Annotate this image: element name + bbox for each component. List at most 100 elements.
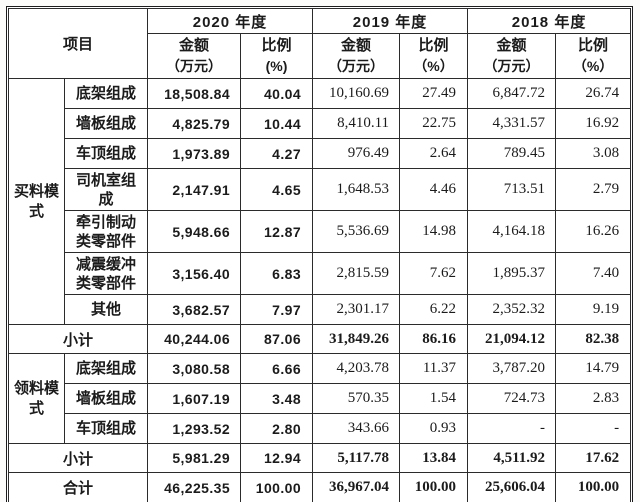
table-row: 买料模式 底架组成 18,508.84 40.04 10,160.69 27.49 6,84… bbox=[8, 78, 632, 325]
item-label-cell: 车顶组成 bbox=[63, 413, 149, 444]
ratio-cell: 27.49 bbox=[399, 78, 469, 109]
item-label-cell: 牵引制动类零部件 bbox=[63, 210, 149, 253]
year-header-2019: 2019 年度 bbox=[312, 8, 469, 34]
table-row: 墙板组成 1,607.19 3.48 570.35 1.54 724.73 2.83 bbox=[9, 383, 632, 414]
ratio-cell: 16.92 bbox=[555, 108, 632, 139]
ratio-cell: 100.00 bbox=[399, 472, 469, 502]
ratio-cell: 7.40 bbox=[555, 252, 632, 295]
group-label-cell: 领料模式 bbox=[8, 353, 65, 444]
header-row-years: 项目 2020 年度 2019 年度 2018 年度 bbox=[7, 8, 632, 79]
amount-cell: 18,508.84 bbox=[147, 78, 242, 109]
ratio-cell: 17.62 bbox=[555, 443, 632, 473]
ratio-cell: 0.93 bbox=[399, 413, 469, 444]
amount-cell: 1,895.37 bbox=[467, 252, 557, 295]
amount-cell: 1,973.89 bbox=[147, 138, 242, 169]
amount-cell: 4,825.79 bbox=[147, 108, 242, 139]
amount-header-line2: （万元） bbox=[328, 58, 385, 74]
total-row: 合计 46,225.35 100.00 36,967.04 100.00 25,606.0… bbox=[7, 472, 632, 502]
amount-cell: 3,156.40 bbox=[147, 252, 242, 295]
year-header-2020: 2020 年度 bbox=[147, 8, 314, 34]
ratio-cell: 13.84 bbox=[399, 443, 469, 473]
ratio-cell: 16.26 bbox=[555, 210, 632, 253]
item-header-cell: 项目 bbox=[7, 8, 149, 79]
amount-cell: 31,849.26 bbox=[312, 324, 401, 354]
subtotal-label-cell: 小计 bbox=[7, 324, 149, 354]
amount-cell: 36,967.04 bbox=[312, 472, 401, 502]
amount-cell: 713.51 bbox=[467, 168, 557, 211]
ratio-cell: 22.75 bbox=[399, 108, 469, 139]
amount-cell: 4,331.57 bbox=[467, 108, 557, 139]
ratio-cell: 3.48 bbox=[240, 383, 314, 414]
amount-cell: 2,147.91 bbox=[147, 168, 242, 211]
table-row: 牵引制动类零部件 5,948.66 12.87 5,536.69 14.98 4,164.… bbox=[9, 210, 632, 253]
item-label-cell: 司机室组成 bbox=[63, 168, 149, 211]
subtotal-label-cell: 小计 bbox=[7, 443, 149, 473]
amount-header-2019: 金额 （万元） bbox=[312, 33, 401, 79]
item-label-cell: 其他 bbox=[63, 294, 149, 325]
ratio-cell: 82.38 bbox=[555, 324, 632, 354]
amount-header-line2: （万元） bbox=[483, 58, 540, 74]
ratio-cell: 26.74 bbox=[555, 78, 632, 109]
ratio-cell: 6.83 bbox=[240, 252, 314, 295]
ratio-cell: 11.37 bbox=[399, 353, 469, 384]
ratio-cell: 10.44 bbox=[240, 108, 314, 139]
amount-cell: 6,847.72 bbox=[467, 78, 557, 109]
amount-header-2020: 金额 （万元） bbox=[147, 33, 242, 79]
ratio-header-2019: 比例 （%） bbox=[399, 33, 469, 79]
ratio-cell: 7.62 bbox=[399, 252, 469, 295]
amount-cell: 10,160.69 bbox=[312, 78, 401, 109]
amount-cell: 46,225.35 bbox=[147, 472, 242, 502]
amount-cell: 976.49 bbox=[312, 138, 401, 169]
item-label-cell: 墙板组成 bbox=[63, 108, 149, 139]
amount-cell: 4,164.18 bbox=[467, 210, 557, 253]
amount-cell: 343.66 bbox=[312, 413, 401, 444]
ratio-cell: 87.06 bbox=[240, 324, 314, 354]
amount-cell: 724.73 bbox=[467, 383, 557, 414]
amount-cell: 4,203.78 bbox=[312, 353, 401, 384]
ratio-cell: 100.00 bbox=[555, 472, 632, 502]
ratio-cell: 12.87 bbox=[240, 210, 314, 253]
item-label-cell: 底架组成 bbox=[63, 78, 149, 109]
ratio-cell: 2.80 bbox=[240, 413, 314, 444]
table-row: 其他 3,682.57 7.97 2,301.17 6.22 2,352.32 9.19 bbox=[9, 294, 632, 325]
ratio-header-line1: 比例 bbox=[578, 37, 609, 54]
ratio-cell: 14.98 bbox=[399, 210, 469, 253]
amount-cell: 25,606.04 bbox=[467, 472, 557, 502]
ratio-header-2018: 比例 （%） bbox=[555, 33, 632, 79]
item-label-cell: 减震缓冲类零部件 bbox=[63, 252, 149, 295]
ratio-cell: 9.19 bbox=[555, 294, 632, 325]
amount-cell: 5,536.69 bbox=[312, 210, 401, 253]
amount-cell: 4,511.92 bbox=[467, 443, 557, 473]
amount-cell: 40,244.06 bbox=[147, 324, 242, 354]
group-label-cell: 买料模式 bbox=[8, 78, 65, 325]
table-row: 车顶组成 1,293.52 2.80 343.66 0.93- - bbox=[9, 413, 632, 444]
ratio-cell: 86.16 bbox=[399, 324, 469, 354]
table-row: 减震缓冲类零部件 3,156.40 6.83 2,815.59 7.62 1,895.37… bbox=[9, 252, 632, 295]
amount-cell: 5,117.78 bbox=[312, 443, 401, 473]
ratio-cell: 4.27 bbox=[240, 138, 314, 169]
ratio-cell: 7.97 bbox=[240, 294, 314, 325]
table-row: 墙板组成 4,825.79 10.44 8,410.11 22.75 4,331.57 16… bbox=[9, 108, 632, 139]
ratio-cell: 1.54 bbox=[399, 383, 469, 414]
header-row-measures: 金额 （万元） 比例 (%) 金额 （万元） 比例 （%） bbox=[9, 33, 632, 79]
ratio-cell: 2.64 bbox=[399, 138, 469, 169]
amount-cell: 8,410.11 bbox=[312, 108, 401, 139]
table-frame: 项目 2020 年度 2019 年度 2018 年度 金额 （万元） 比例 (%… bbox=[6, 6, 634, 502]
ratio-header-line2: （%） bbox=[572, 58, 614, 74]
ratio-cell: 12.94 bbox=[240, 443, 314, 473]
amount-cell: 21,094.12 bbox=[467, 324, 557, 354]
amount-header-line1: 金额 bbox=[496, 37, 527, 54]
subtotal-row: 小计 40,244.06 87.06 31,849.26 86.16 21,094.12 8… bbox=[7, 324, 632, 354]
ratio-cell: 6.66 bbox=[240, 353, 314, 384]
amount-header-line1: 金额 bbox=[179, 37, 210, 54]
item-label-cell: 底架组成 bbox=[63, 353, 149, 384]
amount-cell: 1,607.19 bbox=[147, 383, 242, 414]
ratio-cell: 6.22 bbox=[399, 294, 469, 325]
amount-cell: 1,648.53 bbox=[312, 168, 401, 211]
subtotal-row: 小计 5,981.29 12.94 5,117.78 13.84 4,511.92 17.6… bbox=[7, 443, 632, 473]
item-label-cell: 墙板组成 bbox=[63, 383, 149, 414]
amount-cell: 3,682.57 bbox=[147, 294, 242, 325]
ratio-cell: 3.08 bbox=[555, 138, 632, 169]
amount-header-2018: 金额 （万元） bbox=[467, 33, 557, 79]
